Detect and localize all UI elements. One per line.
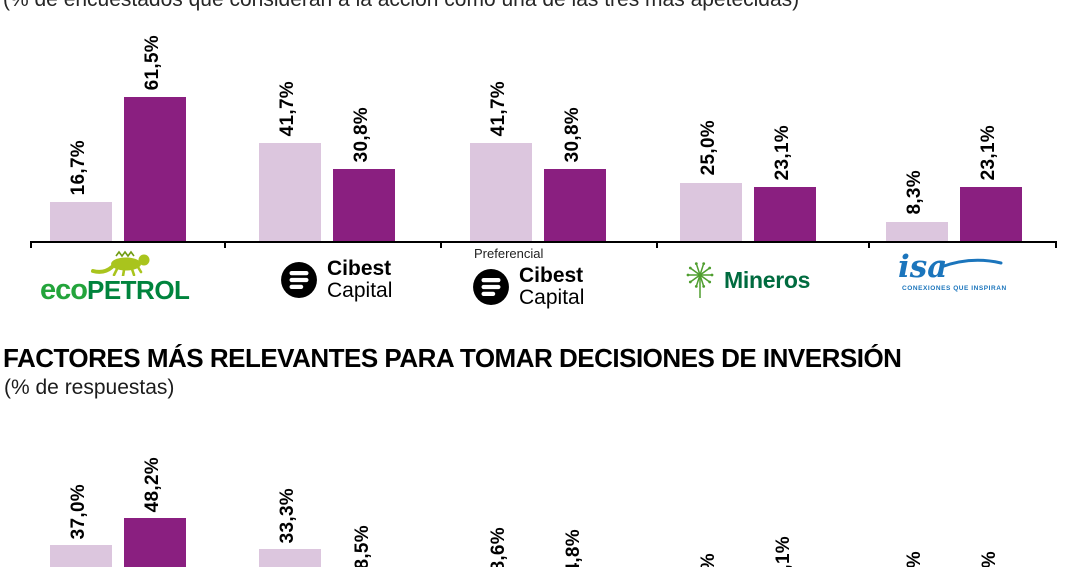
bar-value-label: 23,1% — [978, 124, 999, 180]
ecopetrol-logo: ecoPETROL — [38, 250, 223, 322]
cibest-capital-label: Capital — [519, 286, 585, 310]
section-title: FACTORES MÁS RELEVANTES PARA TOMAR DECIS… — [3, 343, 902, 373]
ecopetrol-wordmark: ecoPETROL — [40, 274, 190, 307]
bar-value-label: 4,8% — [563, 529, 584, 567]
axis-tick — [868, 241, 870, 248]
bar — [50, 545, 112, 567]
cibest-capital-logo: Cibest Capital — [280, 257, 393, 303]
bar-value-label: 48,2% — [142, 456, 163, 512]
cibest-wordmark: Cibest — [519, 264, 584, 287]
bar — [50, 201, 112, 241]
mineros-logo: Mineros — [682, 260, 810, 300]
isa-logo: isa CONEXIONES QUE INSPIRAN — [898, 249, 1038, 292]
cibest-capital-label: Capital — [327, 279, 393, 303]
bar — [333, 168, 395, 241]
bar — [124, 97, 186, 241]
mineros-wordmark: Mineros — [724, 266, 811, 293]
ecopetrol-wordmark-petrol: PETROL — [86, 275, 190, 305]
preferencial-label: Preferencial — [474, 246, 544, 261]
bar-value-label: 25,0% — [698, 120, 719, 176]
top-chart-subtitle-clipped: (% de encuestados que consideran a la ac… — [3, 0, 799, 12]
axis-tick — [1055, 241, 1057, 248]
bar — [470, 143, 532, 241]
bar — [960, 186, 1022, 241]
bar-value-label: 16,7% — [68, 139, 89, 195]
cibest-icon — [281, 262, 317, 298]
cibest-icon — [473, 269, 509, 305]
bar — [680, 182, 742, 241]
axis-tick — [656, 241, 658, 248]
dandelion-icon — [686, 262, 714, 298]
bar — [886, 221, 948, 241]
x-axis — [30, 241, 1057, 243]
cibest-wordmark: Cibest — [327, 257, 392, 280]
bar-value-label: % — [904, 550, 925, 567]
bar-value-label: % — [698, 552, 719, 567]
bar-value-label: 37,0% — [68, 483, 89, 539]
bottom-chart-plot: 37,0% 48,2% 33,3% 8,5% 8,6% 4,8%% ,1%%% — [0, 410, 1080, 567]
axis-tick — [30, 241, 32, 248]
iguana-icon — [91, 250, 150, 276]
bar-value-label: 33,3% — [277, 487, 298, 543]
ecopetrol-wordmark-eco: eco — [40, 274, 88, 306]
bar-value-label: 23,1% — [772, 124, 793, 180]
bar-value-label: 41,7% — [277, 81, 298, 137]
bar — [754, 186, 816, 241]
bar — [124, 518, 186, 567]
bar-value-label: 8,3% — [904, 170, 925, 215]
bar-value-label: 61,5% — [142, 34, 163, 91]
bar-value-label: 8,5% — [352, 525, 373, 567]
bar — [544, 168, 606, 241]
top-chart-plot: 16,7% 61,5% 41,7% 30,8% 41,7% 30,8% 25,0% 23,1%… — [0, 0, 1080, 248]
bar-value-label: ,1% — [773, 536, 794, 567]
bar-value-label: 8,6% — [488, 527, 509, 567]
isa-tagline: CONEXIONES QUE INSPIRAN — [902, 284, 1007, 292]
isa-wordmark: isa — [898, 249, 948, 285]
bar — [259, 549, 321, 567]
bar — [259, 143, 321, 241]
axis-tick — [224, 241, 226, 248]
isa-swoosh-icon — [939, 258, 1003, 269]
preferencial-cibest-capital-logo: Preferencial Cibest Capital — [472, 246, 584, 309]
bar-value-label: 30,8% — [562, 106, 583, 162]
section-subtitle: (% de respuestas) — [4, 376, 175, 399]
bar-value-label: 30,8% — [351, 106, 372, 162]
bar-value-label: 41,7% — [488, 81, 509, 137]
bar-value-label: % — [979, 550, 1000, 567]
axis-tick — [440, 241, 442, 248]
